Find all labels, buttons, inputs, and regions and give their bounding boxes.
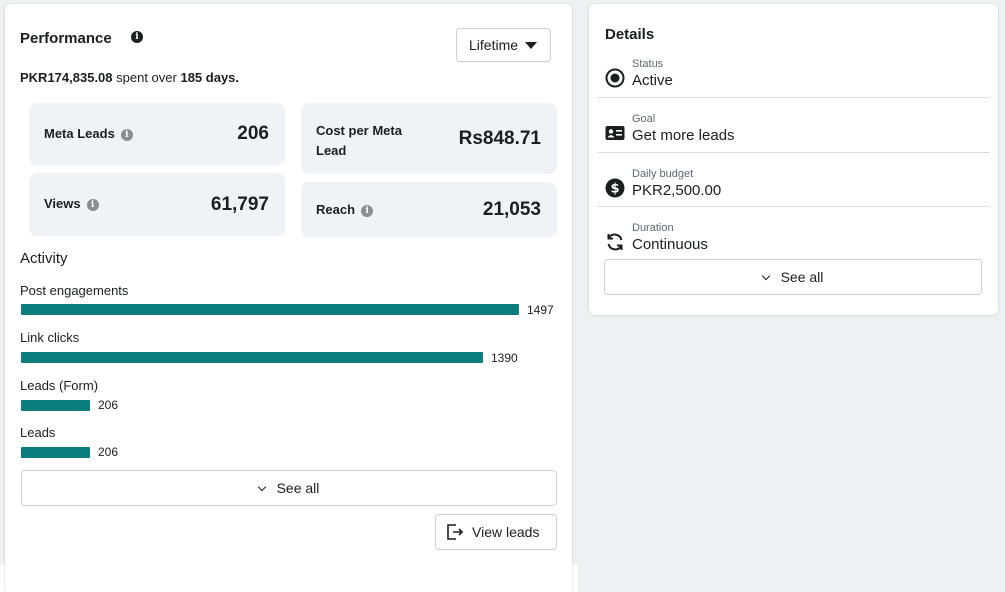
activity-bar (21, 447, 90, 458)
divider (597, 152, 990, 153)
dollar-icon: $ (605, 178, 625, 198)
metric-label: Meta Leads (44, 126, 115, 141)
period-dropdown-label: Lifetime (469, 37, 519, 53)
activity-label: Post engagements (20, 283, 129, 298)
detail-value: Continuous (632, 236, 708, 253)
spent-amount: PKR174,835.08 (20, 70, 113, 85)
info-icon[interactable]: i (131, 31, 143, 43)
activity-value: 206 (98, 398, 119, 412)
period-dropdown[interactable]: Lifetime (456, 28, 551, 62)
activity-bar (21, 400, 90, 411)
details-card: Details Status Active Goal Get more lead… (589, 4, 998, 315)
chevron-down-icon (257, 482, 266, 492)
metric-label: Views (44, 196, 81, 211)
metric-value: 206 (237, 123, 269, 144)
info-icon[interactable]: i (120, 129, 133, 141)
detail-label: Goal (632, 113, 656, 125)
activity-value: 206 (98, 445, 119, 459)
detail-goal: Goal Get more leads (597, 111, 989, 165)
view-leads-button[interactable]: View leads (435, 514, 557, 550)
caret-down-icon (525, 42, 537, 49)
export-icon (447, 524, 464, 540)
radio-selected-icon (605, 68, 625, 88)
metric-views: Views i 61,797 (29, 173, 285, 236)
spent-text: spent over (116, 70, 177, 85)
metric-value: 21,053 (482, 199, 541, 220)
activity-title: Activity (20, 250, 68, 267)
info-icon[interactable]: i (86, 199, 99, 211)
svg-text:$: $ (610, 182, 619, 197)
activity-value: 1390 (491, 351, 518, 365)
spend-summary: PKR174,835.08 spent over 185 days. (20, 70, 239, 85)
info-icon[interactable]: i (361, 205, 374, 217)
activity-bar (21, 352, 483, 363)
performance-card: Performance i Lifetime PKR174,835.08 spe… (5, 4, 572, 592)
see-all-label: See all (780, 269, 824, 285)
detail-label: Daily budget (632, 168, 694, 180)
id-card-icon (605, 126, 625, 140)
divider (597, 97, 990, 98)
metric-reach: Reach i 21,053 (301, 182, 557, 237)
metric-value: 61,797 (210, 194, 269, 215)
details-title: Details (605, 26, 655, 43)
details-see-all-button[interactable]: See all (604, 259, 982, 295)
activity-see-all-button[interactable]: See all (21, 470, 557, 506)
detail-duration: Duration Continuous (597, 220, 989, 274)
detail-value: Get more leads (632, 127, 735, 144)
detail-label: Duration (632, 222, 674, 234)
chevron-down-icon (761, 271, 770, 281)
activity-bar (21, 304, 519, 315)
detail-value: PKR2,500.00 (632, 182, 722, 199)
activity-label: Link clicks (20, 330, 80, 345)
detail-label: Status (632, 58, 664, 70)
spent-days: 185 days. (180, 70, 240, 85)
metric-cost-per-lead: Cost per Meta Lead Rs848.71 (301, 103, 557, 174)
detail-value: Active (632, 72, 673, 89)
activity-label: Leads (Form) (20, 378, 99, 393)
metric-label: Reach (316, 202, 356, 217)
activity-value: 1497 (527, 303, 554, 317)
divider (597, 206, 990, 207)
metric-meta-leads: Meta Leads i 206 (29, 103, 285, 165)
see-all-label: See all (276, 480, 320, 496)
view-leads-label: View leads (472, 524, 540, 540)
performance-title: Performance (20, 30, 112, 47)
refresh-icon (607, 233, 623, 251)
activity-label: Leads (20, 425, 56, 440)
detail-status: Status Active (597, 56, 989, 110)
metric-value: Rs848.71 (458, 128, 541, 149)
detail-daily-budget: $ Daily budget PKR2,500.00 (597, 166, 989, 220)
metric-label: Cost per Meta Lead (316, 123, 402, 158)
